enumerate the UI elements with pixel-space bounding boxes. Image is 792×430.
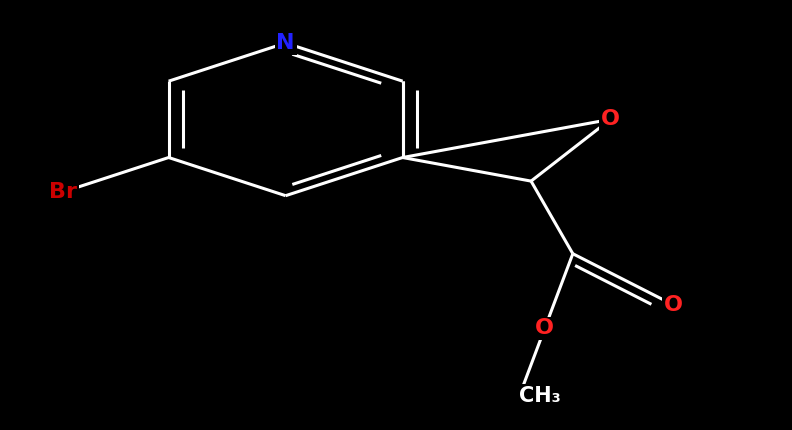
Text: CH₃: CH₃ (520, 386, 562, 405)
Text: O: O (601, 109, 620, 129)
Text: Br: Br (49, 182, 78, 202)
Text: N: N (276, 33, 295, 53)
Text: O: O (535, 318, 554, 338)
Text: O: O (664, 295, 683, 315)
